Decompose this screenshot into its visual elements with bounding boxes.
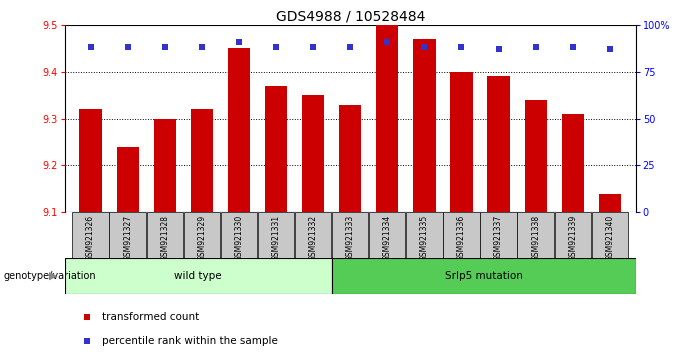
Bar — [369, 212, 405, 258]
Text: GSM921337: GSM921337 — [494, 215, 503, 261]
Bar — [562, 114, 584, 212]
Text: GSM921326: GSM921326 — [86, 215, 95, 261]
Text: GSM921328: GSM921328 — [160, 215, 169, 261]
Text: GSM921334: GSM921334 — [383, 215, 392, 261]
Text: GSM921332: GSM921332 — [309, 215, 318, 261]
Bar — [80, 109, 102, 212]
Bar — [221, 212, 257, 258]
Text: transformed count: transformed count — [102, 312, 199, 322]
Text: GSM921335: GSM921335 — [420, 215, 429, 261]
Text: wild type: wild type — [174, 271, 222, 281]
Bar — [109, 212, 146, 258]
Bar — [376, 25, 398, 212]
Bar — [302, 95, 324, 212]
Bar — [154, 119, 176, 212]
Text: GSM921340: GSM921340 — [605, 215, 614, 261]
Bar — [524, 100, 547, 212]
Bar — [480, 212, 517, 258]
Bar — [116, 147, 139, 212]
Text: ▶: ▶ — [50, 271, 58, 281]
Bar — [228, 48, 250, 212]
Bar — [450, 72, 473, 212]
Bar — [339, 104, 361, 212]
Bar — [332, 212, 369, 258]
Bar — [258, 212, 294, 258]
Bar — [517, 212, 554, 258]
Text: percentile rank within the sample: percentile rank within the sample — [102, 336, 277, 346]
Text: GSM921327: GSM921327 — [123, 215, 132, 261]
Text: GSM921336: GSM921336 — [457, 215, 466, 261]
Text: GSM921338: GSM921338 — [531, 215, 540, 261]
Bar — [184, 212, 220, 258]
Bar — [72, 212, 109, 258]
Text: GSM921330: GSM921330 — [235, 215, 243, 261]
Bar — [190, 109, 213, 212]
Text: GSM921329: GSM921329 — [197, 215, 206, 261]
Bar — [147, 212, 183, 258]
Bar — [555, 212, 591, 258]
Bar — [295, 212, 331, 258]
Bar — [443, 212, 479, 258]
Text: GSM921331: GSM921331 — [271, 215, 281, 261]
Text: GSM921333: GSM921333 — [345, 215, 355, 261]
Text: genotype/variation: genotype/variation — [3, 271, 96, 281]
Bar — [265, 86, 287, 212]
Title: GDS4988 / 10528484: GDS4988 / 10528484 — [275, 10, 425, 24]
Bar — [592, 212, 628, 258]
Bar — [488, 76, 510, 212]
Text: GSM921339: GSM921339 — [568, 215, 577, 261]
Bar — [406, 212, 443, 258]
Bar — [65, 258, 332, 294]
Bar — [332, 258, 636, 294]
Bar — [413, 39, 435, 212]
Text: Srlp5 mutation: Srlp5 mutation — [445, 271, 523, 281]
Bar — [598, 194, 621, 212]
